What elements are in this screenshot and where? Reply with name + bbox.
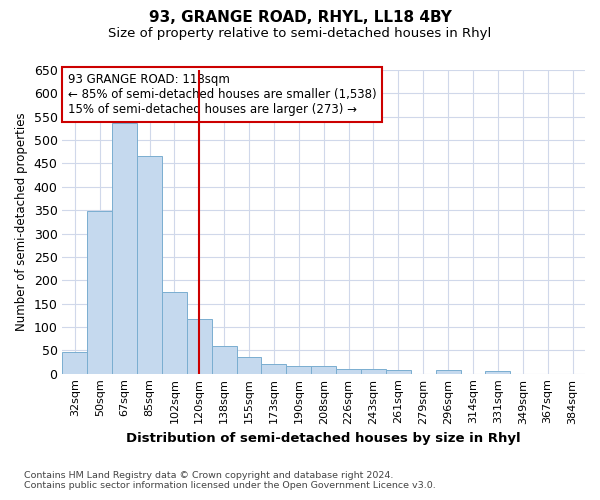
Text: 93, GRANGE ROAD, RHYL, LL18 4BY: 93, GRANGE ROAD, RHYL, LL18 4BY: [149, 10, 451, 25]
Bar: [236, 358, 262, 374]
Bar: [336, 368, 361, 374]
Bar: [212, 346, 236, 374]
Bar: [112, 123, 137, 374]
X-axis label: Distribution of semi-detached houses by size in Rhyl: Distribution of semi-detached houses by …: [127, 432, 521, 445]
Bar: [361, 369, 386, 374]
Y-axis label: Number of semi-detached properties: Number of semi-detached properties: [15, 112, 28, 331]
Bar: [386, 370, 411, 374]
Bar: [62, 352, 88, 374]
Bar: [311, 366, 336, 374]
Bar: [262, 364, 286, 374]
Bar: [137, 156, 162, 374]
Bar: [485, 372, 511, 374]
Text: Contains HM Land Registry data © Crown copyright and database right 2024.
Contai: Contains HM Land Registry data © Crown c…: [24, 470, 436, 490]
Text: Size of property relative to semi-detached houses in Rhyl: Size of property relative to semi-detach…: [109, 28, 491, 40]
Bar: [436, 370, 461, 374]
Bar: [286, 366, 311, 374]
Bar: [162, 292, 187, 374]
Bar: [187, 319, 212, 374]
Text: 93 GRANGE ROAD: 118sqm
← 85% of semi-detached houses are smaller (1,538)
15% of : 93 GRANGE ROAD: 118sqm ← 85% of semi-det…: [68, 73, 376, 116]
Bar: [88, 211, 112, 374]
